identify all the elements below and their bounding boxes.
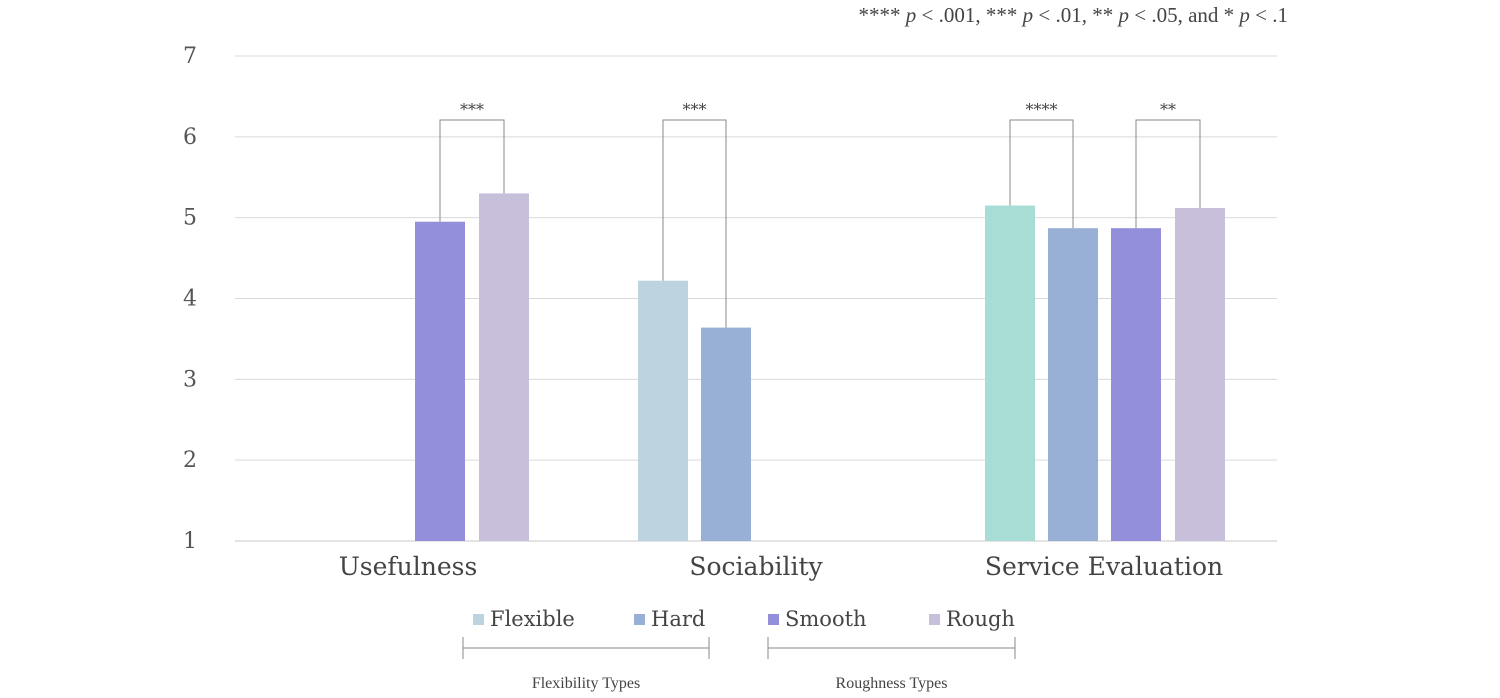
p-value-note-part: **** (859, 3, 906, 27)
legend-label-hard: Hard (651, 607, 705, 631)
significance-bracket (439, 119, 505, 222)
bar-usefulness-rough (479, 193, 529, 541)
y-tick-label: 4 (183, 287, 197, 312)
category-label: Service Evaluation (985, 552, 1223, 581)
legend-group-bracket (462, 637, 710, 659)
legend: Flexible Hard Smooth Rough Flexibility Types… (462, 607, 1016, 692)
y-tick-label: 2 (183, 448, 197, 473)
legend-swatch-rough (929, 614, 940, 625)
significance-bracket (662, 119, 727, 328)
bar-service-evaluation-hard (1048, 228, 1098, 542)
y-tick-label: 7 (183, 44, 197, 69)
significance-label: *** (683, 100, 707, 119)
significance-label: *** (460, 100, 484, 119)
legend-swatch-hard (634, 614, 645, 625)
legend-label-smooth: Smooth (785, 607, 867, 631)
significance-label: ** (1160, 100, 1176, 119)
legend-swatch-smooth (768, 614, 779, 625)
y-tick-label: 3 (183, 367, 197, 392)
y-tick-label: 6 (183, 125, 197, 150)
legend-swatch-flexible (473, 614, 484, 625)
significance-note: **** p < .001, *** p < .01, ** p < .05, … (859, 3, 1288, 27)
significance-label: **** (1026, 100, 1058, 119)
significance-brackets: *** *** **** ** (439, 100, 1201, 328)
p-value-note-part: < .1 (1250, 3, 1288, 27)
bar-service-evaluation-rough (1175, 207, 1225, 541)
bars (415, 193, 1225, 542)
p-value-note-part: < .001, *** (916, 3, 1022, 27)
category-label: Usefulness (339, 552, 478, 581)
bar-usefulness-smooth (415, 221, 465, 542)
bar-sociability-flexible (638, 280, 688, 541)
significance-bracket (1009, 119, 1074, 229)
y-axis-ticks: 1 2 3 4 5 6 7 (183, 44, 197, 554)
y-tick-label: 5 (183, 206, 197, 231)
p-value-note-part: p (1237, 3, 1250, 27)
category-label: Sociability (689, 552, 823, 581)
p-value-note-part: p (1116, 3, 1129, 27)
legend-group-label: Flexibility Types (532, 675, 640, 692)
grid (235, 55, 1277, 542)
legend-group-label: Roughness Types (836, 675, 948, 692)
p-value-note-part: p (904, 3, 917, 27)
significance-bracket (1135, 119, 1201, 229)
p-value-note-part: p (1021, 3, 1034, 27)
bar-service-evaluation-smooth (1111, 228, 1161, 542)
x-axis-categories: Usefulness Sociability Service Evaluation (339, 552, 1223, 581)
legend-group-bracket (767, 637, 1016, 659)
legend-label-rough: Rough (946, 607, 1015, 631)
y-tick-label: 1 (183, 529, 197, 554)
p-value-note-part: < .05, and * (1129, 3, 1239, 27)
bar-service-evaluation-flexible (985, 205, 1035, 541)
legend-label-flexible: Flexible (490, 607, 575, 631)
bar-sociability-hard (701, 327, 751, 541)
p-value-note-part: < .01, ** (1033, 3, 1118, 27)
p-value-note: **** p < .001, *** p < .01, ** p < .05, … (859, 3, 1288, 27)
